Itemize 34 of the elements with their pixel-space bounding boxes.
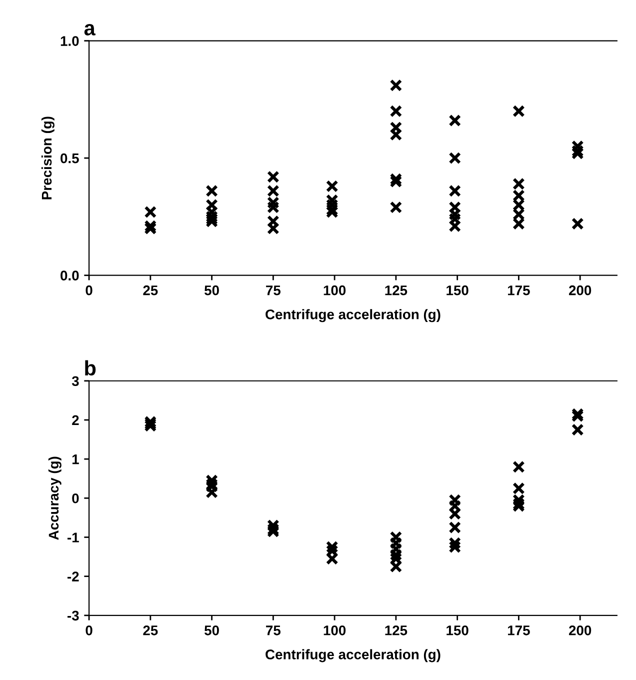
x-tick-label: 175 xyxy=(508,286,530,296)
x-axis-title: Centrifuge acceleration (g) xyxy=(266,649,440,662)
x-tick-label: 0 xyxy=(86,285,92,296)
y-tick-label: 0.0 xyxy=(60,270,79,280)
x-tick-label: 25 xyxy=(143,285,158,296)
x-tick-label: 125 xyxy=(385,285,408,296)
chart-title: b xyxy=(85,360,96,376)
y-tick-label: 0.5 xyxy=(60,153,79,164)
x-tick-label: 50 xyxy=(204,625,219,636)
x-tick-label: 50 xyxy=(204,285,219,296)
x-tick-label: 200 xyxy=(568,285,592,296)
x-tick-label: 75 xyxy=(266,626,281,636)
x-tick-label: 175 xyxy=(508,626,530,636)
x-tick-label: 25 xyxy=(143,625,158,636)
x-tick-label: 75 xyxy=(266,286,281,296)
y-tick-label: 0 xyxy=(72,493,79,504)
x-tick-label: 100 xyxy=(324,625,346,636)
x-tick-label: 200 xyxy=(568,625,592,636)
x-tick-label: 150 xyxy=(446,285,468,296)
y-tick-label: 3 xyxy=(72,376,79,386)
y-tick-label: 2 xyxy=(72,415,79,425)
x-tick-label: 0 xyxy=(86,625,92,636)
x-tick-label: 125 xyxy=(385,625,408,636)
y-tick-label: -2 xyxy=(68,572,79,582)
y-tick-label: -3 xyxy=(68,610,79,621)
chart-title: a xyxy=(84,24,96,36)
x-tick-label: 100 xyxy=(324,285,346,296)
y-axis-title: Precision (g) xyxy=(41,116,54,200)
y-tick-label: 1 xyxy=(72,454,79,464)
y-tick-label: -1 xyxy=(68,532,79,542)
x-axis-title: Centrifuge acceleration (g) xyxy=(266,309,440,322)
y-axis-title: Accuracy (g) xyxy=(48,456,62,540)
y-tick-label: 1.0 xyxy=(60,36,79,46)
x-tick-label: 150 xyxy=(446,625,468,636)
